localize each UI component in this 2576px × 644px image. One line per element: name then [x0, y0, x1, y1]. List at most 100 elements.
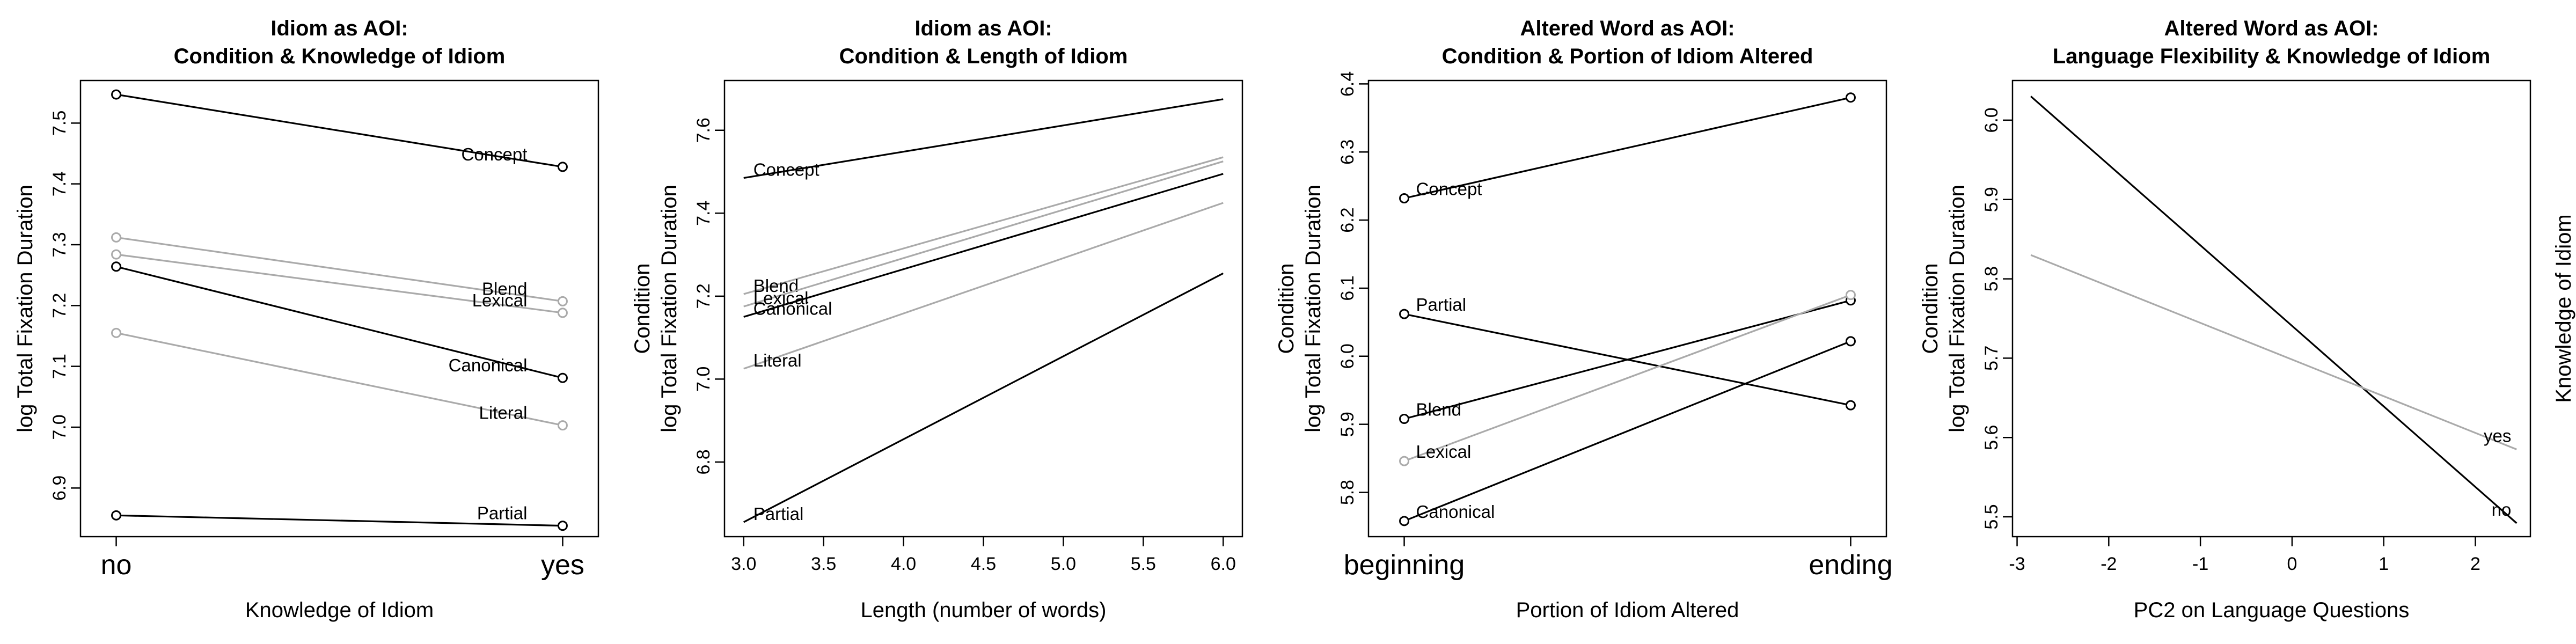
chart-title-line: Idiom as AOI:: [270, 17, 408, 40]
series-blend: Blend: [743, 156, 1224, 296]
y-tick-label: 6.0: [1981, 107, 2002, 133]
data-point: [1845, 92, 1856, 103]
x-tick-label: 5.0: [1051, 554, 1076, 574]
series-lexical: Lexical: [1399, 290, 1856, 466]
data-point: [557, 296, 568, 306]
data-point: [1399, 193, 1410, 203]
y-tick-label: 6.1: [1337, 275, 1358, 301]
y-tick-label: 7.6: [693, 118, 714, 143]
plot-frame: [2011, 79, 2531, 538]
series-label: Partial: [1416, 295, 1467, 314]
chart-title: Altered Word as AOI: Language Flexibility…: [2053, 17, 2491, 68]
chart-title-line: Idiom as AOI:: [914, 17, 1052, 40]
series-canonical: Canonical: [743, 173, 1224, 318]
y-tick-label: 7.0: [49, 414, 70, 440]
y-axis-label: log Total Fixation Duration: [1945, 185, 1969, 433]
x-tick-label: 1: [2379, 554, 2389, 574]
x-axis-label: Portion of Idiom Altered: [1516, 598, 1739, 622]
series-line: [743, 173, 1224, 318]
data-point: [111, 249, 122, 260]
x-tick-label: 6.0: [1211, 554, 1236, 574]
data-point: [111, 261, 122, 272]
series-concept: Concept: [111, 89, 568, 172]
y-tick-label: 6.0: [1337, 343, 1358, 369]
plot-frame: [79, 79, 599, 538]
chart-title: Idiom as AOI: Condition & Length of Idiom: [839, 17, 1128, 68]
series-partial: Partial: [1399, 295, 1856, 411]
series-label: Canonical: [753, 298, 832, 318]
series-line: [1404, 97, 1851, 200]
chart-title: Idiom as AOI: Condition & Knowledge of Id…: [174, 17, 506, 68]
x-tick-label: yes: [541, 550, 584, 581]
series-blend: Blend: [1399, 295, 1856, 425]
y-tick-label: 7.0: [693, 367, 714, 392]
data-point: [557, 420, 568, 431]
series-line: [2030, 96, 2518, 524]
series-line: [116, 93, 563, 168]
series-concept: Concept: [743, 98, 1224, 180]
series-label: Literal: [479, 403, 528, 423]
series-label: Lexical: [472, 290, 528, 310]
data-point: [1845, 336, 1856, 347]
series-label: Canonical: [449, 355, 528, 375]
data-point: [111, 232, 122, 243]
data-point: [111, 510, 122, 521]
series-label: Lexical: [753, 288, 809, 308]
series-line: [116, 332, 563, 427]
series-concept: Concept: [1399, 92, 1856, 203]
chart-panel-3: Altered Word as AOI: Condition & Portion …: [1275, 17, 1893, 622]
y-tick-label: 5.9: [1337, 412, 1358, 437]
y-tick-label: 5.5: [1981, 504, 2002, 529]
data-point: [111, 327, 122, 338]
y-tick-label: 5.6: [1981, 425, 2002, 450]
condition-label: Condition: [1919, 263, 1942, 354]
x-tick-label: 5.5: [1131, 554, 1156, 574]
series-label: Lexical: [1416, 442, 1472, 462]
data-point: [557, 521, 568, 531]
chart-panel-2: Idiom as AOI: Condition & Length of Idiom…: [631, 17, 1243, 622]
y-tick-label: 5.7: [1981, 346, 2002, 371]
condition-label: Condition: [1275, 263, 1298, 354]
series-label: Concept: [462, 144, 528, 164]
series-line: [743, 156, 1224, 295]
series-no: no: [2030, 96, 2518, 524]
x-tick-label: -3: [2009, 554, 2025, 574]
series-label: Blend: [1416, 400, 1461, 420]
y-tick-label: 7.5: [49, 111, 70, 136]
y-axis-label: log Total Fixation Duration: [13, 185, 37, 433]
data-point: [1399, 456, 1410, 466]
x-tick-label: 4.5: [971, 554, 996, 574]
chart-title-line: Condition & Knowledge of Idiom: [174, 45, 506, 68]
y-tick-label: 6.3: [1337, 140, 1358, 165]
series-label: Partial: [753, 504, 804, 524]
y-tick-label: 5.8: [1981, 266, 2002, 291]
data-point: [1399, 414, 1410, 425]
y-axis-label: log Total Fixation Duration: [1301, 185, 1325, 433]
series-literal: Literal: [743, 202, 1224, 370]
series-literal: Literal: [111, 327, 568, 431]
data-point: [111, 89, 122, 100]
x-axis-label: Length (number of words): [860, 598, 1106, 622]
x-tick-label: beginning: [1344, 550, 1465, 581]
data-point: [557, 372, 568, 383]
series-canonical: Canonical: [111, 261, 568, 383]
y-tick-label: 5.8: [1337, 480, 1358, 505]
y-tick-label: 7.4: [693, 201, 714, 226]
series-line: [116, 266, 563, 379]
data-point: [1399, 309, 1410, 319]
x-axis-label: Knowledge of Idiom: [245, 598, 434, 622]
data-point: [1845, 400, 1856, 411]
series-label: Blend: [482, 279, 527, 298]
y-tick-label: 7.4: [49, 171, 70, 196]
series-line: [116, 514, 563, 527]
chart-title-line: Language Flexibility & Knowledge of Idio…: [2053, 45, 2491, 68]
y-tick-label: 5.9: [1981, 187, 2002, 212]
y-tick-label: 7.1: [49, 354, 70, 379]
chart-panel-4: Altered Word as AOI: Language Flexibility…: [1919, 17, 2575, 622]
y-tick-label: 6.4: [1337, 71, 1358, 97]
series-line: [743, 98, 1224, 179]
series-lexical: Lexical: [743, 160, 1224, 308]
series-canonical: Canonical: [1399, 336, 1856, 526]
x-tick-label: 4.0: [891, 554, 916, 574]
